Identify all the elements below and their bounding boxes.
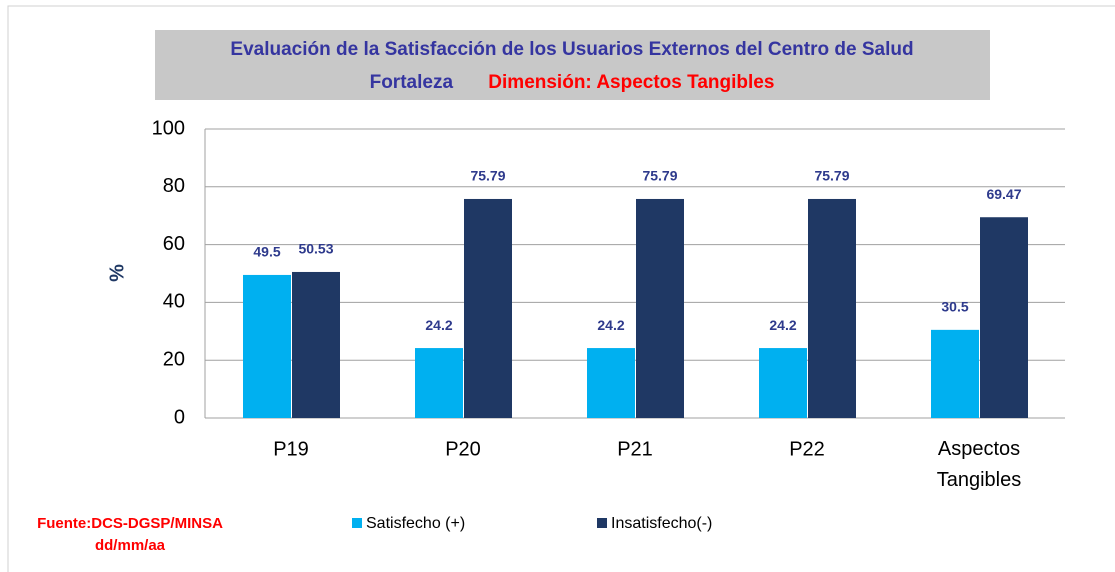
data-label: 75.79 [814,168,849,184]
bar [759,348,807,418]
data-label: 49.5 [253,244,280,260]
bar [980,217,1028,418]
data-label: 69.47 [986,186,1021,202]
title-box [155,30,990,100]
data-label: 75.79 [470,168,505,184]
x-tick-label: Aspectos Tangibles [937,438,1022,491]
x-tick-label: P19 [273,438,309,460]
x-tick-label: P22 [789,438,825,460]
y-tick-label: 40 [163,291,185,313]
bar [243,274,291,418]
data-label: 75.79 [642,168,677,184]
chart-frame [7,5,1115,572]
y-tick-label: 60 [163,233,185,255]
bar [587,348,635,418]
source: Fuente:DCS-DGSP/MINSA [37,515,223,532]
x-tick-label: P21 [617,438,653,460]
y-tick-label: 80 [163,175,185,197]
bar [464,198,512,418]
legend-swatch [597,518,607,528]
date: dd/mm/aa [95,537,166,554]
legend-label: Satisfecho (+) [366,515,465,532]
legend-label: Insatisfecho(-) [611,515,712,532]
bar [931,329,979,418]
y-tick-label: 100 [152,117,185,139]
chart-subtitle: Fortaleza Dimensión: Aspectos Tangibles [370,72,775,93]
bar [808,198,856,418]
data-label: 50.53 [298,241,333,257]
y-tick-label: 20 [163,348,185,370]
bar [415,348,463,418]
bar [292,271,340,418]
data-label: 24.2 [597,317,624,333]
y-tick-label: 0 [174,406,185,428]
subtitle-highlight: Dimensión: Aspectos Tangibles [488,72,774,93]
data-label: 24.2 [425,317,452,333]
legend-swatch [352,518,362,528]
bar [636,198,684,418]
y-axis-label: % [106,264,128,282]
x-tick-label: P20 [445,438,481,460]
data-label: 24.2 [769,317,796,333]
chart-title: Evaluación de la Satisfacción de los Usu… [230,39,913,60]
subtitle: Fortaleza [370,72,454,93]
data-label: 30.5 [941,299,968,315]
